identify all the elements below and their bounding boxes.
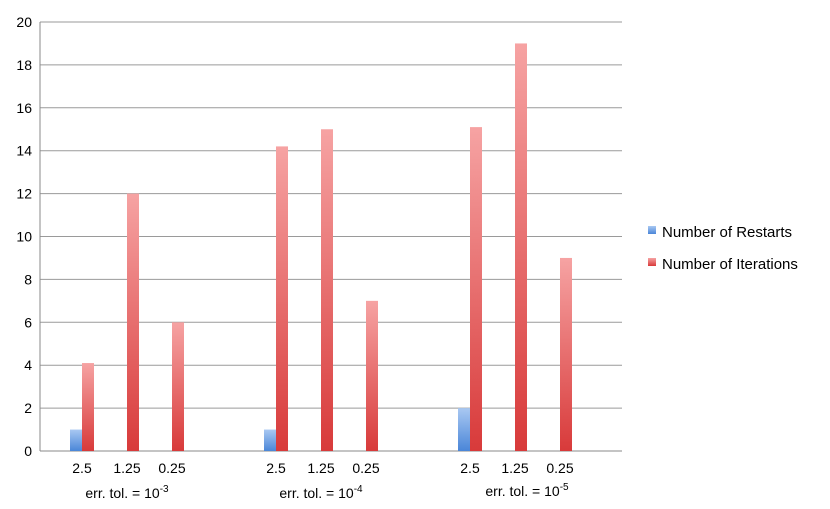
iterations-bar <box>470 127 482 451</box>
y-tick-label: 4 <box>24 357 32 373</box>
y-axis-tick-labels: 0 2 4 6 8 10 12 14 16 18 20 <box>16 14 32 459</box>
iterations-bar <box>127 193 139 451</box>
bars <box>70 43 572 451</box>
x-tick-label: 2.5 <box>460 460 480 476</box>
x-tick-label: 1.25 <box>307 460 334 476</box>
legend-label: Number of Restarts <box>662 224 792 241</box>
x-tick-label: 0.25 <box>352 460 379 476</box>
y-tick-label: 8 <box>24 271 32 287</box>
y-tick-label: 20 <box>16 14 32 30</box>
legend: Number of Restarts Number of Iterations <box>648 224 798 273</box>
y-tick-label: 2 <box>24 400 32 416</box>
x-axis-tick-labels: 2.5 1.25 0.25 2.5 1.25 0.25 2.5 1.25 0.25 <box>72 460 574 476</box>
x-tick-label: 1.25 <box>501 460 528 476</box>
y-tick-label: 6 <box>24 314 32 330</box>
group-labels: err. tol. = 10-3 err. tol. = 10-4 err. tol… <box>85 482 569 501</box>
group-label: err. tol. = 10-4 <box>279 484 363 501</box>
iterations-bar <box>560 257 572 451</box>
x-tick-label: 1.25 <box>113 460 140 476</box>
x-tick-label: 2.5 <box>266 460 286 476</box>
y-tick-label: 12 <box>16 186 32 202</box>
x-tick-label: 0.25 <box>546 460 573 476</box>
legend-label: Number of Iterations <box>662 256 798 273</box>
legend-swatch <box>648 226 656 234</box>
group-label: err. tol. = 10-3 <box>85 484 169 501</box>
restarts-bar <box>458 408 470 451</box>
y-tick-label: 0 <box>24 443 32 459</box>
iterations-bar <box>321 129 333 451</box>
x-tick-label: 0.25 <box>158 460 185 476</box>
y-tick-label: 18 <box>16 57 32 73</box>
restarts-bar <box>70 429 82 451</box>
restarts-bar <box>264 429 276 451</box>
legend-swatch <box>648 258 656 266</box>
group-label: err. tol. = 10-5 <box>485 482 569 499</box>
y-tick-label: 10 <box>16 229 32 245</box>
iterations-bar <box>276 146 288 451</box>
iterations-bar <box>366 300 378 451</box>
iterations-bar <box>515 43 527 451</box>
y-tick-label: 14 <box>16 143 32 159</box>
iterations-bar <box>82 363 94 451</box>
y-tick-label: 16 <box>16 100 32 116</box>
iterations-bar <box>172 322 184 451</box>
x-tick-label: 2.5 <box>72 460 92 476</box>
